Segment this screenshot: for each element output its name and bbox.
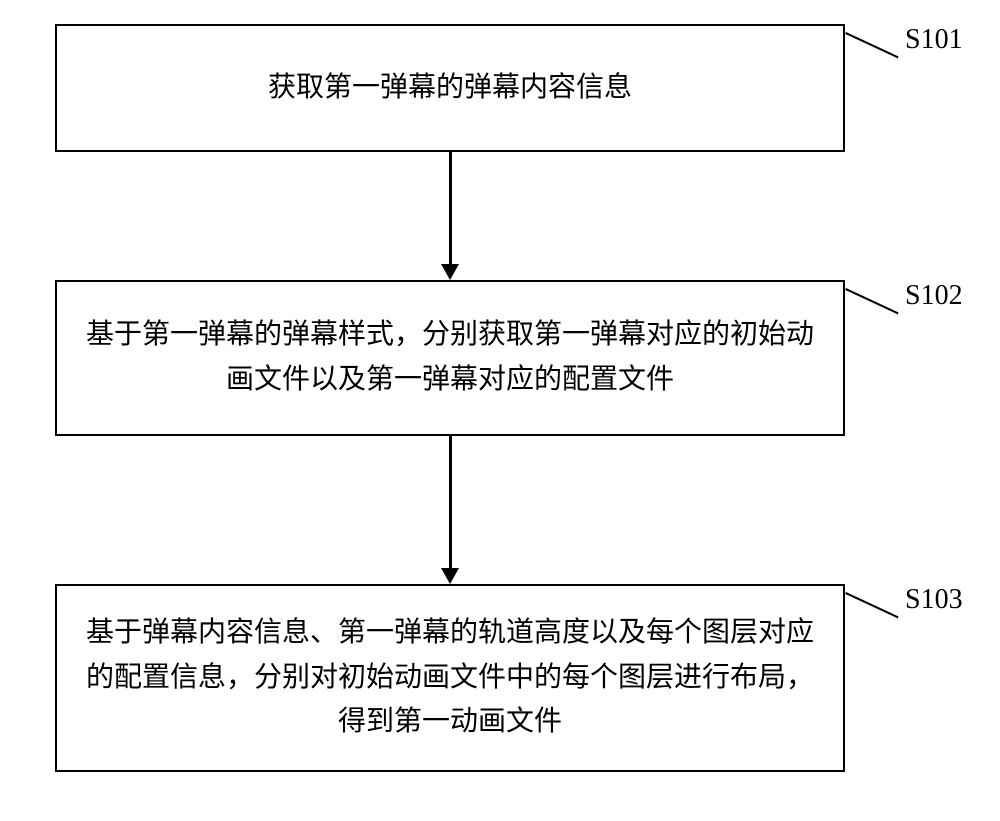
arrow-head-1 — [441, 264, 459, 280]
step-label-s101: S101 — [905, 24, 963, 56]
flowchart-container: 获取第一弹幕的弹幕内容信息 S101 基于第一弹幕的弹幕样式，分别获取第一弹幕对… — [0, 0, 1000, 821]
callout-line-s102 — [845, 288, 898, 314]
step-box-s103: 基于弹幕内容信息、第一弹幕的轨道高度以及每个图层对应的配置信息，分别对初始动画文… — [55, 584, 845, 772]
step-label-s102: S102 — [905, 280, 963, 312]
step-text-s101: 获取第一弹幕的弹幕内容信息 — [268, 66, 632, 111]
step-label-s103: S103 — [905, 584, 963, 616]
arrow-line-2 — [449, 436, 452, 568]
callout-line-s103 — [845, 592, 898, 618]
arrow-line-1 — [449, 152, 452, 264]
callout-line-s101 — [845, 32, 898, 58]
step-box-s102: 基于第一弹幕的弹幕样式，分别获取第一弹幕对应的初始动画文件以及第一弹幕对应的配置… — [55, 280, 845, 436]
step-text-s102: 基于第一弹幕的弹幕样式，分别获取第一弹幕对应的初始动画文件以及第一弹幕对应的配置… — [77, 313, 823, 403]
step-text-s103: 基于弹幕内容信息、第一弹幕的轨道高度以及每个图层对应的配置信息，分别对初始动画文… — [77, 611, 823, 745]
step-box-s101: 获取第一弹幕的弹幕内容信息 — [55, 24, 845, 152]
arrow-head-2 — [441, 568, 459, 584]
